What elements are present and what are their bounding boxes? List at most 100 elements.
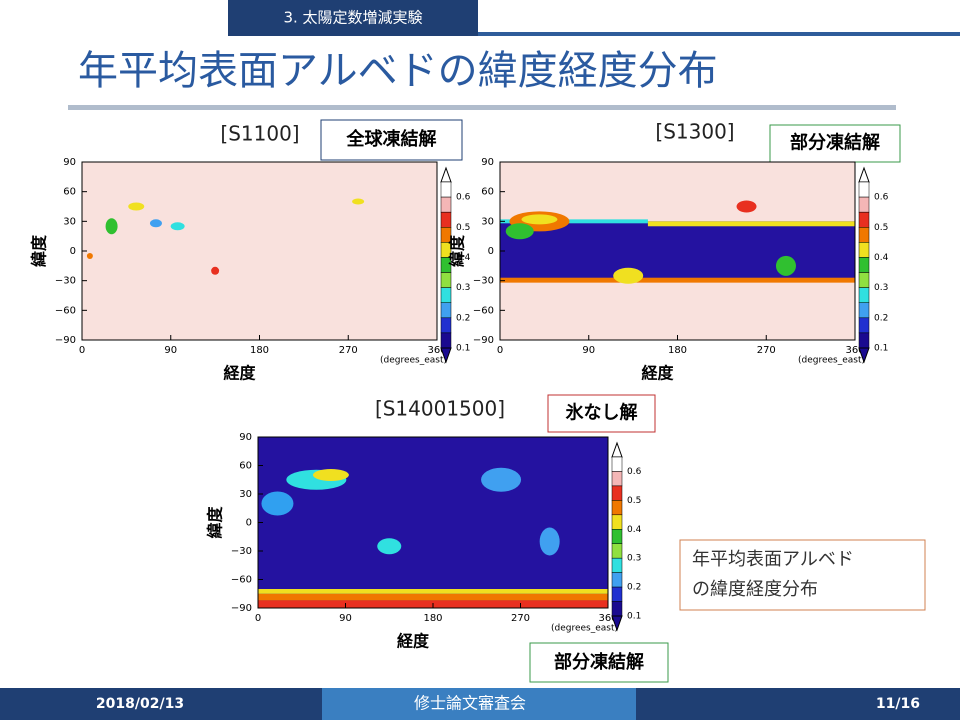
colorbar-label: 0.3 [874, 283, 888, 293]
slide-title: 年平均表面アルベドの緯度経度分布 [78, 48, 718, 94]
colorbar-cap [611, 441, 623, 458]
colorbar-segment [440, 211, 452, 228]
colorbar-segment [440, 181, 452, 198]
y-tick-label: 30 [481, 216, 494, 227]
y-tick-label: 0 [488, 246, 494, 257]
colorbar-segment [858, 227, 870, 243]
colorbar-segment [440, 302, 452, 319]
x-tick-label: 180 [668, 345, 687, 356]
map-region [500, 277, 855, 283]
x-axis-unit: (degrees_east) [551, 624, 618, 634]
y-tick-label: −60 [473, 305, 494, 316]
colorbar-label: 0.6 [627, 467, 642, 477]
y-tick-label: 0 [246, 518, 252, 529]
colorbar-segment [858, 317, 870, 334]
colorbar-label: 0.2 [627, 583, 641, 593]
map-region [352, 198, 365, 205]
map-background [82, 162, 437, 340]
y-tick-label: −90 [231, 603, 252, 614]
map-region [647, 221, 855, 227]
colorbar-label: 0.2 [456, 313, 470, 323]
colorbar-label: 0.6 [456, 193, 471, 203]
y-tick-label: 60 [239, 461, 252, 472]
tag-text: 部分凍結解 [790, 132, 880, 154]
section-label: 3. 太陽定数増減実験 [283, 9, 422, 27]
footer-event: 修士論文審査会 [414, 694, 526, 713]
x-tick-label: 90 [164, 345, 177, 356]
colorbar-segment [858, 272, 870, 288]
colorbar-segment [858, 211, 870, 228]
colorbar-segment [858, 196, 870, 213]
colorbar-segment [611, 514, 623, 530]
map-region [613, 267, 644, 284]
colorbar-label: 0.3 [627, 554, 641, 564]
tag-text: 部分凍結解 [554, 651, 644, 673]
colorbar-segment [440, 196, 452, 213]
colorbar-segment [858, 257, 870, 273]
map-region [736, 200, 757, 213]
colorbar-segment [440, 317, 452, 334]
footer-left [0, 688, 322, 720]
title-underline [68, 105, 896, 110]
colorbar-segment [611, 500, 623, 516]
y-tick-label: 60 [63, 187, 76, 198]
colorbar-label: 0.4 [456, 253, 471, 263]
map-region [521, 214, 558, 225]
x-tick-label: 90 [582, 345, 595, 356]
y-tick-label: 90 [239, 432, 252, 443]
y-tick-label: −60 [55, 305, 76, 316]
y-tick-label: 60 [481, 187, 494, 198]
tag-box [320, 119, 463, 161]
map-region [539, 527, 560, 556]
map-region [505, 223, 534, 240]
tag-text: 全球凍結解 [346, 128, 437, 150]
colorbar-label: 0.4 [627, 525, 642, 535]
colorbar-segment [611, 529, 623, 544]
colorbar-segment [611, 543, 623, 559]
colorbar-segment [858, 332, 870, 349]
colorbar-cap [440, 166, 452, 183]
colorbar-segment [611, 572, 623, 588]
y-tick-label: 30 [239, 489, 252, 500]
note-line: 年平均表面アルベド [692, 549, 854, 570]
colorbar-cap [440, 347, 452, 364]
footer-center [322, 688, 636, 720]
colorbar-cap [858, 166, 870, 183]
x-tick-label: 0 [79, 345, 85, 356]
map-region [775, 255, 796, 276]
colorbar-segment [858, 242, 870, 258]
x-axis-unit: (degrees_east) [380, 356, 447, 366]
map-region [105, 218, 118, 235]
map-region [481, 467, 522, 492]
colorbar-cap [611, 615, 623, 632]
footer-right [636, 688, 960, 720]
map-region [128, 202, 145, 211]
colorbar-label: 0.2 [874, 313, 888, 323]
tag-box [547, 394, 656, 433]
colorbar-segment [611, 586, 623, 602]
x-axis-label: 経度 [223, 364, 256, 383]
colorbar-label: 0.3 [456, 283, 470, 293]
tag-text: 氷なし解 [566, 402, 638, 424]
note-box [679, 539, 926, 611]
x-tick-label: 360 [427, 345, 446, 356]
colorbar-label: 0.4 [874, 253, 889, 263]
colorbar-label: 0.5 [874, 223, 888, 233]
page-number: 11/16 [876, 696, 920, 712]
colorbar-segment [611, 557, 623, 573]
colorbar-label: 0.1 [627, 612, 641, 622]
x-tick-label: 180 [423, 613, 442, 624]
y-tick-label: −90 [55, 335, 76, 346]
map-region [86, 252, 93, 259]
x-tick-label: 270 [757, 345, 776, 356]
panel-label: [S1300] [655, 120, 734, 144]
y-tick-label: 0 [70, 246, 76, 257]
colorbar-segment [611, 601, 623, 617]
colorbar-segment [611, 471, 623, 487]
x-axis-label: 経度 [641, 364, 674, 383]
map-region [261, 491, 294, 516]
map-background [258, 437, 608, 608]
section-tab [228, 0, 478, 36]
y-axis-label: 緯度 [448, 234, 467, 267]
